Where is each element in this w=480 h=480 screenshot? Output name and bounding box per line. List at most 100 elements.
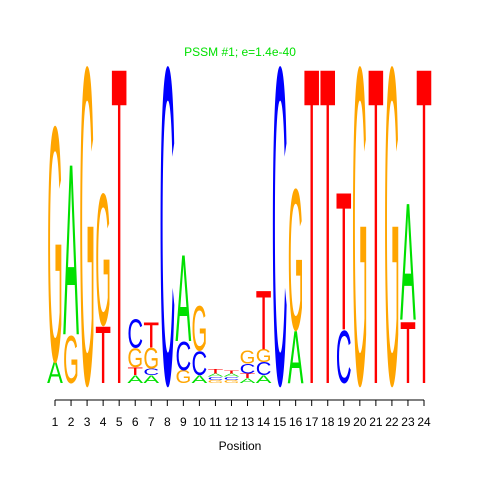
- letter-group: G: [208, 379, 224, 384]
- letter-group: C: [224, 376, 240, 381]
- logo-letter: G: [208, 379, 224, 384]
- logo-letter: C: [192, 344, 208, 383]
- logo-letter: G: [352, 0, 368, 480]
- x-tick-label: 8: [164, 415, 171, 429]
- logo-letter: A: [63, 113, 79, 387]
- letter-group: T: [240, 372, 257, 380]
- letter-group: T: [224, 370, 240, 375]
- logo-letter: T: [143, 315, 159, 355]
- letter-group: G: [288, 147, 304, 373]
- logo-letter: C: [143, 366, 159, 377]
- letter-group: C: [159, 0, 175, 480]
- letter-group: T: [111, 0, 127, 480]
- letter-group: T: [304, 0, 320, 480]
- logo-letter: A: [192, 373, 209, 385]
- letter-group: C: [208, 376, 224, 381]
- logo-letter: G: [192, 293, 208, 364]
- letter-group: T: [95, 311, 111, 401]
- letter-group: C: [256, 359, 272, 379]
- letter-group: G: [95, 155, 111, 365]
- letter-group: C: [143, 366, 159, 377]
- logo-letter: T: [127, 365, 144, 377]
- logo-letter: T: [256, 272, 272, 367]
- logo-letter: C: [159, 0, 175, 480]
- logo-letter: C: [272, 0, 288, 480]
- logo-letter: A: [127, 373, 144, 385]
- logo-letter: C: [175, 333, 191, 379]
- letter-group: C: [127, 310, 143, 356]
- x-tick-label: 17: [305, 415, 319, 429]
- letter-group: A: [256, 373, 273, 385]
- letter-group: G: [143, 343, 159, 375]
- logo-letter: A: [143, 373, 160, 385]
- letter-group: A: [240, 377, 258, 385]
- logo-letter: G: [288, 147, 304, 373]
- letter-group: C: [240, 362, 256, 377]
- logo-letter: G: [127, 342, 143, 373]
- logo-letter: T: [111, 0, 127, 480]
- x-tick-label: 16: [289, 415, 303, 429]
- letter-group: A: [127, 373, 144, 385]
- x-tick-label: 1: [52, 415, 59, 429]
- logo-letter: A: [240, 377, 258, 385]
- logo-letter: T: [400, 304, 416, 403]
- x-tick-label: 7: [148, 415, 155, 429]
- x-tick-label: 21: [369, 415, 383, 429]
- x-tick-label: 6: [132, 415, 139, 429]
- logo-letter: G: [240, 347, 256, 367]
- letter-group: A: [175, 227, 191, 367]
- letter-group: G: [384, 0, 400, 480]
- letter-group: A: [208, 373, 224, 378]
- letter-group: A: [192, 373, 209, 385]
- letter-group: C: [272, 0, 288, 480]
- letter-group: A: [143, 373, 160, 385]
- x-tick-label: 2: [68, 415, 75, 429]
- letter-group: G: [192, 293, 208, 364]
- x-axis-label: Position: [219, 439, 262, 453]
- x-tick-label: 9: [180, 415, 187, 429]
- logo-letter: G: [79, 0, 95, 480]
- logo-letter: C: [256, 359, 272, 379]
- logo-letter: T: [208, 367, 225, 375]
- logo-letter: C: [127, 310, 143, 356]
- logo-letter: A: [288, 317, 304, 400]
- letter-group: G: [127, 342, 143, 373]
- letter-group: G: [79, 0, 95, 480]
- x-tick-label: 24: [417, 415, 431, 429]
- letter-group: T: [368, 0, 384, 480]
- x-tick-label: 12: [225, 415, 239, 429]
- logo-letter: A: [208, 373, 224, 378]
- letter-group: A: [224, 373, 240, 378]
- logo-letter: A: [256, 373, 273, 385]
- letter-group: G: [256, 346, 272, 366]
- logo-letter: G: [63, 322, 79, 398]
- logo-letter: G: [256, 346, 272, 366]
- chart-title: PSSM #1; e=1.4e-40: [184, 45, 296, 59]
- x-tick-label: 19: [337, 415, 351, 429]
- logo-letter: G: [224, 379, 240, 384]
- x-tick-label: 15: [273, 415, 287, 429]
- letter-group: T: [256, 272, 272, 367]
- logo-letter: T: [95, 311, 111, 401]
- letter-group: A: [400, 169, 416, 356]
- letter-group: C: [336, 317, 352, 400]
- logo-letter: T: [416, 0, 432, 480]
- logo-letter: A: [175, 227, 191, 367]
- logo-letter: C: [240, 362, 256, 377]
- letter-group: G: [175, 367, 191, 387]
- letter-group: C: [192, 344, 208, 383]
- letter-group: G: [63, 322, 79, 398]
- logo-letter: C: [208, 376, 224, 381]
- logo-letter: A: [47, 355, 63, 390]
- letter-group: T: [143, 315, 159, 355]
- logo-letter: G: [143, 343, 159, 375]
- x-tick-label: 10: [193, 415, 207, 429]
- logo-letter: G: [175, 367, 191, 387]
- logo-letter: T: [368, 0, 384, 480]
- logo-letter: A: [224, 373, 240, 378]
- letter-group: T: [416, 0, 432, 480]
- logo-letter: T: [240, 372, 257, 380]
- x-tick-label: 13: [241, 415, 255, 429]
- letter-group: G: [240, 347, 256, 367]
